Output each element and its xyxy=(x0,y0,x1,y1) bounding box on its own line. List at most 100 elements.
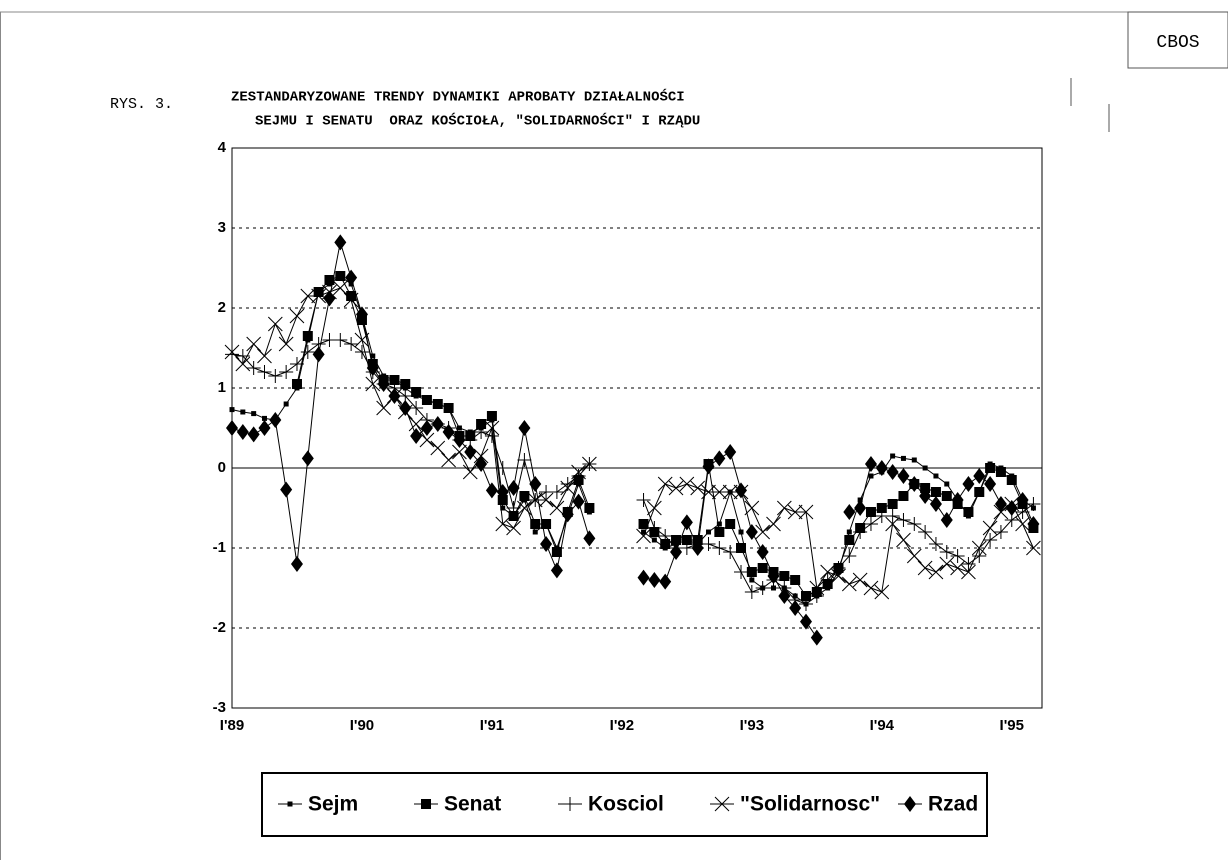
marker xyxy=(735,482,748,499)
source-box xyxy=(1127,11,1228,69)
marker xyxy=(973,468,986,484)
marker xyxy=(755,581,770,595)
marker xyxy=(701,537,716,551)
x-tick-label: I'90 xyxy=(350,717,374,734)
legend-box xyxy=(261,772,988,837)
marker xyxy=(506,520,521,536)
marker xyxy=(1005,500,1018,516)
x-tick-label: I'95 xyxy=(1000,717,1024,734)
marker xyxy=(974,487,985,497)
marker xyxy=(409,401,424,415)
source: CBOS xyxy=(1156,33,1199,53)
marker xyxy=(495,461,510,475)
marker xyxy=(995,467,1006,477)
marker xyxy=(863,517,878,531)
marker xyxy=(411,387,422,397)
marker xyxy=(419,432,435,448)
marker xyxy=(944,481,950,487)
marker xyxy=(766,516,781,532)
marker xyxy=(787,504,803,520)
marker xyxy=(583,530,596,547)
marker xyxy=(701,484,716,500)
marker xyxy=(443,403,454,413)
marker xyxy=(890,453,896,459)
marker xyxy=(982,520,998,536)
marker xyxy=(868,473,874,479)
marker xyxy=(636,528,651,544)
marker xyxy=(549,500,565,516)
marker xyxy=(226,420,238,436)
marker xyxy=(1026,497,1041,511)
marker xyxy=(911,457,917,463)
marker xyxy=(290,556,303,572)
marker xyxy=(930,487,941,497)
marker xyxy=(972,549,987,563)
marker xyxy=(716,521,722,527)
marker xyxy=(875,460,888,476)
chart-title: ZESTANDARYZOWANE TRENDY DYNAMIKI APROBAT… xyxy=(231,88,685,106)
marker xyxy=(550,562,563,579)
marker xyxy=(886,464,899,480)
marker xyxy=(907,517,922,531)
marker xyxy=(647,500,662,516)
marker xyxy=(225,347,239,362)
marker xyxy=(453,432,466,448)
marker xyxy=(258,420,271,436)
marker xyxy=(530,519,541,529)
marker xyxy=(377,376,390,392)
marker xyxy=(962,476,975,492)
marker xyxy=(887,499,898,509)
marker xyxy=(724,444,737,460)
marker xyxy=(224,344,240,360)
marker xyxy=(313,287,324,297)
marker xyxy=(300,288,316,304)
marker xyxy=(335,271,346,281)
marker xyxy=(846,529,852,535)
marker xyxy=(714,527,725,537)
marker xyxy=(420,420,433,436)
marker xyxy=(755,524,771,540)
marker xyxy=(495,516,511,532)
marker xyxy=(725,519,736,529)
marker xyxy=(345,269,358,286)
marker xyxy=(744,585,759,599)
marker xyxy=(864,456,877,472)
marker xyxy=(896,513,911,527)
marker xyxy=(810,629,823,646)
marker xyxy=(636,493,651,507)
marker xyxy=(302,331,313,341)
marker xyxy=(333,333,348,347)
marker xyxy=(939,545,954,559)
marker xyxy=(929,496,942,512)
marker xyxy=(984,476,997,492)
marker xyxy=(896,532,911,548)
y-tick-label: 3 xyxy=(218,219,226,236)
marker xyxy=(475,456,488,472)
marker xyxy=(538,492,554,508)
marker xyxy=(527,492,543,508)
marker xyxy=(518,420,531,436)
marker xyxy=(778,588,791,604)
y-tick-label: 4 xyxy=(218,139,227,156)
marker xyxy=(950,549,965,563)
marker xyxy=(863,580,879,596)
marker xyxy=(376,400,391,416)
marker xyxy=(983,533,998,547)
x-tick-label: I'94 xyxy=(870,717,895,734)
marker xyxy=(268,369,283,383)
marker xyxy=(462,464,478,480)
marker xyxy=(865,507,876,517)
marker xyxy=(680,514,693,531)
y-tick-label: 1 xyxy=(218,379,226,396)
x-tick-label: I'89 xyxy=(220,717,244,734)
marker xyxy=(885,509,900,523)
marker xyxy=(400,379,411,389)
marker xyxy=(507,480,520,496)
marker xyxy=(476,419,487,429)
x-tick-label: I'91 xyxy=(480,717,504,734)
marker xyxy=(842,549,857,563)
marker xyxy=(1026,540,1041,556)
marker xyxy=(853,525,868,539)
marker xyxy=(442,424,455,440)
